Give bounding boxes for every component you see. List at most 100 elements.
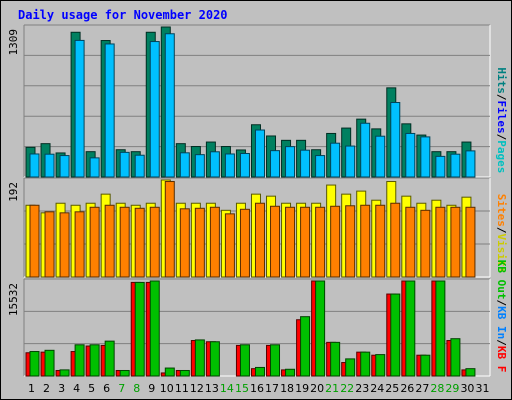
- bar-files-day-25: [390, 102, 401, 178]
- bar-kb-out-day-23: [360, 351, 371, 377]
- bar-sites-day-1: [29, 204, 40, 278]
- bar-files-day-22: [345, 145, 356, 178]
- bar-kb-out-day-30: [465, 368, 476, 377]
- x-tick-label-day-9: 9: [148, 382, 155, 395]
- bar-kb-out-day-11: [179, 369, 190, 377]
- bar-sites-day-30: [465, 206, 476, 278]
- x-tick-label-day-19: 19: [295, 382, 309, 395]
- bar-kb-out-day-2: [44, 349, 55, 377]
- bar-files-day-8: [134, 154, 145, 178]
- bar-files-day-23: [360, 122, 371, 178]
- bar-sites-day-8: [134, 207, 145, 278]
- x-tick-label-day-24: 24: [370, 382, 384, 395]
- bar-kb-out-day-4: [74, 344, 85, 377]
- x-tick-label-day-30: 30: [460, 382, 474, 395]
- x-tick-label-day-3: 3: [58, 382, 65, 395]
- y-max-label-visits-sites: 192: [7, 182, 20, 202]
- bar-files-day-3: [59, 155, 70, 178]
- legend-entry: /: [495, 134, 508, 141]
- legend-entry: KB F: [495, 346, 508, 373]
- bar-sites-day-23: [360, 204, 371, 278]
- x-tick-label-day-22: 22: [340, 382, 354, 395]
- bar-sites-day-20: [315, 206, 326, 278]
- x-tick-label-day-29: 29: [445, 382, 459, 395]
- bar-sites-day-13: [209, 206, 220, 278]
- x-tick-label-day-4: 4: [73, 382, 80, 395]
- legend-entry: KB Out: [495, 260, 508, 300]
- bar-files-day-14: [224, 153, 235, 178]
- y-max-label-hits-files-pages: 1309: [7, 29, 20, 56]
- bar-files-day-27: [420, 136, 431, 178]
- bar-kb-out-day-3: [59, 369, 70, 377]
- bar-kb-out-day-9: [149, 280, 160, 377]
- x-tick-label-day-27: 27: [415, 382, 429, 395]
- legend-entry: Sites: [495, 194, 508, 227]
- x-tick-label-day-7: 7: [118, 382, 125, 395]
- legend-kbytes: KB Out/KB In/KB F: [495, 260, 508, 373]
- legend-entry: /: [495, 300, 508, 307]
- y-max-label-kbytes: 15532: [7, 283, 20, 316]
- x-tick-label-day-12: 12: [190, 382, 204, 395]
- bar-files-day-24: [375, 135, 386, 178]
- bar-files-day-18: [285, 146, 296, 178]
- x-tick-label-day-14: 14: [220, 382, 234, 395]
- bar-kb-out-day-17: [270, 344, 281, 377]
- bar-sites-day-25: [390, 202, 401, 278]
- bar-kb-out-day-15: [239, 344, 250, 377]
- legend-entry: /: [495, 94, 508, 101]
- x-tick-label-day-1: 1: [28, 382, 35, 395]
- legend-visits-sites: Sites/Visits: [495, 194, 508, 273]
- bar-kb-out-day-13: [209, 341, 220, 377]
- legend-hits-files-pages: Hits/Files/Pages: [495, 67, 508, 173]
- bar-files-day-17: [270, 150, 281, 178]
- bar-sites-day-5: [89, 206, 100, 278]
- bar-files-day-5: [89, 157, 100, 178]
- bar-sites-day-6: [104, 204, 115, 278]
- bar-sites-day-2: [44, 211, 55, 278]
- bar-kb-out-day-8: [134, 281, 145, 377]
- bar-sites-day-7: [119, 206, 130, 278]
- bar-files-day-10: [164, 33, 175, 178]
- bar-kb-out-day-28: [435, 280, 446, 377]
- bar-kb-out-day-1: [29, 351, 40, 377]
- bar-kb-out-day-22: [345, 358, 356, 377]
- bar-kb-out-day-7: [119, 369, 130, 377]
- x-tick-label-day-25: 25: [385, 382, 399, 395]
- bar-files-day-26: [405, 132, 416, 178]
- bar-files-day-20: [315, 155, 326, 178]
- x-tick-label-day-2: 2: [43, 382, 50, 395]
- bar-kb-out-day-5: [89, 344, 100, 377]
- bar-kb-out-day-20: [315, 280, 326, 377]
- bar-sites-day-9: [149, 206, 160, 278]
- x-tick-label-day-17: 17: [265, 382, 279, 395]
- bar-kb-out-day-10: [164, 367, 175, 377]
- bar-sites-day-17: [270, 205, 281, 278]
- bar-files-day-12: [194, 154, 205, 178]
- x-tick-label-day-21: 21: [325, 382, 339, 395]
- bar-files-day-11: [179, 152, 190, 178]
- bar-files-day-30: [465, 150, 476, 178]
- x-tick-label-day-16: 16: [250, 382, 264, 395]
- legend-entry: Pages: [495, 140, 508, 173]
- bar-files-day-19: [300, 149, 311, 178]
- x-tick-label-day-6: 6: [103, 382, 110, 395]
- bar-sites-day-12: [194, 207, 205, 278]
- legend-entry: Hits: [495, 67, 508, 94]
- bar-sites-day-3: [59, 212, 70, 278]
- bar-files-day-21: [330, 142, 341, 178]
- bar-sites-day-29: [450, 206, 461, 278]
- x-tick-label-day-8: 8: [133, 382, 140, 395]
- bar-sites-day-15: [239, 208, 250, 278]
- legend-entry: /: [495, 339, 508, 346]
- bar-sites-day-21: [330, 205, 341, 278]
- bar-files-day-6: [104, 43, 115, 178]
- bar-kb-out-day-29: [450, 338, 461, 377]
- x-tick-label-day-11: 11: [175, 382, 189, 395]
- bar-sites-day-22: [345, 205, 356, 278]
- bar-files-day-29: [450, 153, 461, 178]
- bar-sites-day-28: [435, 206, 446, 278]
- bar-files-day-15: [239, 153, 250, 178]
- x-tick-label-day-10: 10: [160, 382, 174, 395]
- x-tick-label-day-23: 23: [355, 382, 369, 395]
- bar-kb-out-day-27: [420, 354, 431, 377]
